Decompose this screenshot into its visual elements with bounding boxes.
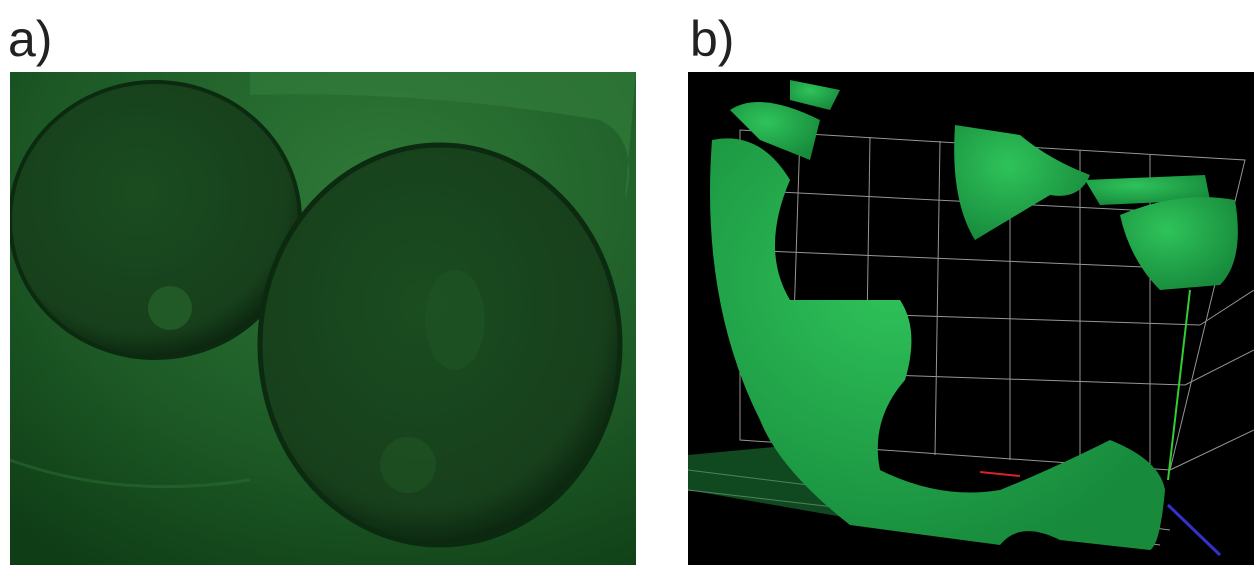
render-3d xyxy=(688,72,1254,565)
panel-label: b) xyxy=(690,11,734,67)
panel-label: a) xyxy=(8,11,52,67)
figure: a) b) xyxy=(0,0,1254,565)
micrograph xyxy=(10,72,636,565)
page: a) b) (() => { const data = J xyxy=(0,0,1254,565)
